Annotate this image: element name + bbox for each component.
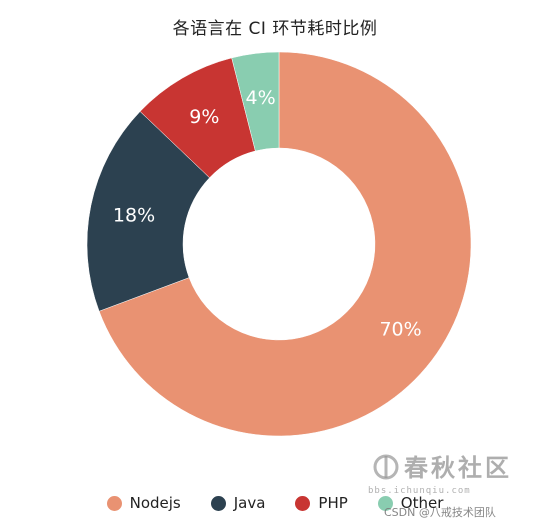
legend-swatch-nodejs — [106, 495, 122, 511]
watermark-logo-icon — [373, 454, 399, 480]
legend-label-java: Java — [233, 494, 266, 512]
value-label-other: 4% — [246, 87, 276, 109]
watermark-credit: CSDN @八戒技术团队 — [384, 506, 496, 519]
slice-java[interactable] — [86, 111, 210, 312]
legend-item-other[interactable]: Other — [377, 494, 444, 512]
slice-nodejs[interactable] — [98, 51, 472, 437]
value-label-php: 9% — [189, 106, 219, 128]
chart-legend: Nodejs Java PHP Other — [0, 494, 550, 512]
legend-item-java[interactable]: Java — [210, 494, 266, 512]
watermark: 春秋社区 bbs.ichunqiu.com CSDN @八戒技术团队 — [368, 446, 538, 526]
legend-swatch-other — [377, 495, 393, 511]
chart-title: 各语言在 CI 环节耗时比例 — [172, 19, 378, 39]
slice-other[interactable] — [231, 51, 280, 152]
legend-item-nodejs[interactable]: Nodejs — [106, 494, 181, 512]
value-label-java: 18% — [113, 204, 155, 226]
watermark-main: 春秋社区 — [404, 454, 512, 482]
legend-label-php: PHP — [318, 494, 348, 512]
donut-slices — [86, 51, 472, 437]
donut-value-labels: 70% 18% 9% 4% — [113, 87, 422, 340]
legend-swatch-java — [210, 495, 226, 511]
watermark-url: bbs.ichunqiu.com — [368, 486, 471, 496]
legend-swatch-php — [295, 495, 311, 511]
legend-label-other: Other — [400, 494, 444, 512]
value-label-nodejs: 70% — [379, 318, 421, 340]
legend-label-nodejs: Nodejs — [129, 494, 181, 512]
legend-item-php[interactable]: PHP — [295, 494, 348, 512]
